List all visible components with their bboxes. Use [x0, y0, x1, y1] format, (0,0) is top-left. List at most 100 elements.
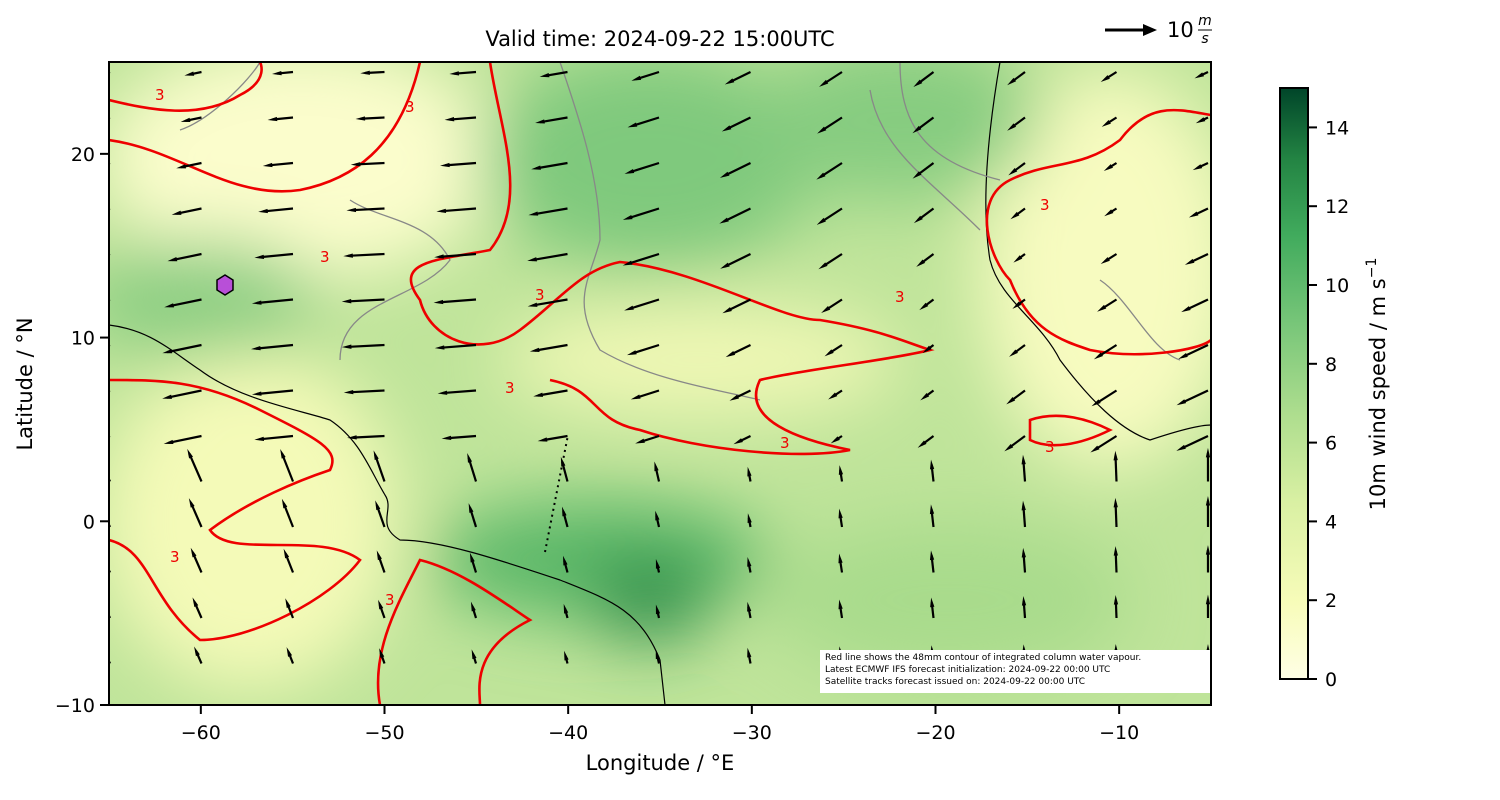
- wind-arrow: [351, 207, 385, 212]
- wind-arrow: [532, 298, 568, 307]
- wind-arrow-head: [96, 499, 102, 509]
- wind-arrow-head: [350, 162, 361, 167]
- wind-arrow-head: [375, 500, 381, 511]
- wind-arrow-head: [1192, 164, 1203, 171]
- wind-key-unit: s: [1201, 31, 1208, 47]
- colorbar-tick-label: 8: [1325, 354, 1337, 376]
- wind-arrow-head: [1006, 397, 1016, 405]
- wind-arrow-head: [630, 394, 641, 400]
- wind-arrow: [109, 389, 111, 393]
- wind-arrow-head: [537, 437, 548, 442]
- wind-arrow-head: [1194, 72, 1205, 79]
- wind-arrow: [724, 253, 751, 268]
- wind-arrow-head: [929, 459, 935, 470]
- wind-arrow-head: [817, 126, 827, 134]
- wind-arrow-head: [343, 253, 353, 258]
- wind-arrow-head: [433, 299, 444, 305]
- wind-arrow-head: [624, 305, 634, 311]
- location-marker: [216, 274, 234, 296]
- y-tick-label: 20: [71, 144, 95, 166]
- wind-arrow-head: [838, 599, 843, 610]
- svg-text:3: 3: [385, 591, 395, 609]
- wind-arrow-head: [1097, 304, 1107, 312]
- wind-arrow: [352, 434, 385, 439]
- wind-arrow-head: [655, 559, 661, 569]
- colorbar-tick-label: 0: [1325, 669, 1337, 691]
- axes-frame: [108, 61, 1212, 706]
- wind-arrow-head: [434, 254, 444, 259]
- wind-arrow-head: [562, 506, 567, 517]
- wind-arrow-head: [747, 557, 752, 567]
- x-axis-label: Longitude / °E: [586, 751, 735, 775]
- wind-arrow-head: [733, 438, 743, 445]
- x-tick-label: −50: [364, 722, 404, 744]
- wind-arrow-head: [913, 79, 923, 88]
- wind-arrow-head: [254, 254, 265, 259]
- wind-arrow-head: [171, 210, 182, 215]
- wind-arrow-head: [654, 461, 659, 472]
- svg-text:3: 3: [405, 98, 415, 116]
- wind-arrow: [256, 298, 294, 305]
- wind-arrow-head: [1021, 547, 1026, 558]
- wind-arrow-head: [838, 508, 843, 519]
- wind-arrow-head: [94, 118, 104, 123]
- wind-arrow-head: [95, 450, 101, 460]
- wind-arrow: [534, 343, 568, 352]
- wind-arrow-head: [162, 349, 173, 354]
- wind-arrow: [172, 252, 202, 262]
- wind-arrow-head: [1100, 257, 1110, 265]
- wind-arrow-head: [467, 453, 473, 463]
- wind-arrow-head: [82, 259, 92, 264]
- wind-arrow: [166, 389, 202, 399]
- wind-arrow-head: [262, 162, 273, 168]
- wind-arrow-head: [1021, 595, 1027, 606]
- wind-arrow-head: [162, 394, 172, 399]
- wind-arrow-head: [75, 398, 85, 403]
- wind-arrow-head: [722, 307, 732, 314]
- wind-arrow-head: [163, 439, 174, 445]
- wind-arrow-head: [533, 392, 544, 397]
- wind-arrow-head: [729, 394, 740, 401]
- wind-arrow-head: [281, 498, 288, 509]
- wind-arrow-head: [1184, 258, 1195, 265]
- wind-arrow-head: [920, 392, 930, 401]
- note-box: [820, 650, 1211, 693]
- y-tick-label: 0: [83, 511, 95, 533]
- wind-arrow: [533, 207, 568, 216]
- wind-arrow: [346, 343, 385, 349]
- wind-arrow-head: [922, 345, 932, 354]
- wind-arrow-head: [531, 165, 541, 170]
- y-axis-label: Latitude / °N: [13, 317, 37, 450]
- wind-arrow: [109, 434, 111, 438]
- colorbar-tick-label: 2: [1325, 590, 1337, 612]
- wind-arrow: [1180, 435, 1209, 450]
- wind-arrow-head: [379, 648, 385, 658]
- wind-arrow-head: [280, 448, 286, 459]
- wind-arrow-head: [1009, 349, 1018, 357]
- wind-arrow: [627, 252, 660, 266]
- wind-arrow-head: [272, 70, 282, 76]
- x-tick-label: −20: [915, 722, 955, 744]
- wind-arrow: [444, 161, 477, 167]
- wind-arrow-head: [1181, 306, 1191, 313]
- wind-arrow-head: [1093, 352, 1104, 360]
- wind-arrow-head: [747, 647, 752, 658]
- wind-arrow-head: [838, 553, 843, 564]
- wind-arrow: [109, 161, 111, 165]
- wind-arrow-head: [258, 208, 268, 214]
- country-border: [179, 62, 1181, 401]
- wind-arrow-head: [913, 215, 923, 224]
- wind-arrow: [442, 389, 477, 395]
- svg-text:3: 3: [780, 434, 790, 452]
- wind-arrow: [441, 207, 477, 213]
- wind-arrow-head: [818, 262, 828, 270]
- wind-arrow-head: [1188, 211, 1199, 218]
- wind-arrow-head: [449, 71, 460, 76]
- wind-arrow-head: [1113, 594, 1119, 605]
- wind-arrow-head: [917, 440, 927, 448]
- wind-arrow-head: [624, 168, 635, 174]
- wind-arrow-head: [1101, 119, 1111, 127]
- wind-arrow-head: [347, 435, 357, 440]
- wind-arrow-head: [341, 344, 352, 349]
